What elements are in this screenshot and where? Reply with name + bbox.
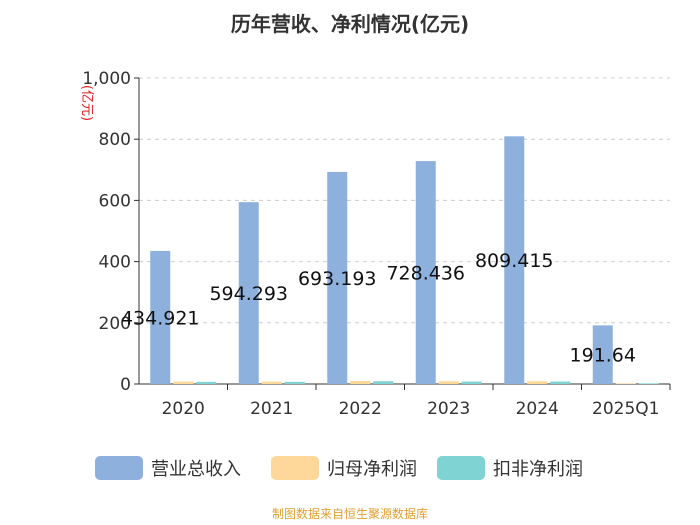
bar-2020-0 bbox=[150, 250, 171, 384]
data-label: 693.193 bbox=[298, 268, 377, 290]
bar-2020-2 bbox=[196, 381, 217, 384]
x-tick-label: 2022 bbox=[339, 399, 382, 419]
bar-2022-0 bbox=[327, 171, 348, 384]
y-tick-label: 0 bbox=[120, 375, 131, 395]
x-tick-label: 2021 bbox=[250, 399, 293, 419]
bar-2021-0 bbox=[238, 202, 259, 384]
y-tick-label: 600 bbox=[99, 191, 131, 211]
x-tick-label: 2025Q1 bbox=[592, 399, 659, 419]
legend-label: 扣非净利润 bbox=[493, 459, 583, 480]
y-tick-label: 400 bbox=[99, 253, 131, 273]
bars bbox=[150, 136, 659, 384]
bar-2024-1 bbox=[527, 381, 548, 384]
x-tick-label: 2020 bbox=[162, 399, 205, 419]
source-note: 制图数据来自恒生聚源数据库 bbox=[271, 507, 428, 521]
y-axis-label: (亿元) bbox=[79, 85, 94, 121]
chart-title: 历年营收、净利情况(亿元) bbox=[230, 12, 470, 36]
data-label: 809.415 bbox=[475, 250, 554, 272]
bar-2024-2 bbox=[550, 381, 571, 384]
x-tick-label: 2023 bbox=[427, 399, 470, 419]
bar-2022-2 bbox=[373, 381, 394, 384]
bar-2025Q1-1 bbox=[615, 383, 636, 384]
data-label: 728.436 bbox=[386, 263, 465, 285]
legend-swatch bbox=[271, 456, 319, 480]
grid-lines bbox=[139, 77, 670, 324]
bar-2021-2 bbox=[284, 381, 305, 384]
data-label: 434.921 bbox=[121, 307, 200, 329]
x-tick-label: 2024 bbox=[516, 399, 559, 419]
y-tick-label: 1,000 bbox=[82, 69, 131, 89]
y-tick-label: 800 bbox=[99, 130, 131, 150]
legend-swatch bbox=[437, 456, 485, 480]
legend-label: 归母净利润 bbox=[327, 459, 417, 480]
bar-2021-1 bbox=[261, 381, 282, 384]
bar-2023-1 bbox=[438, 381, 459, 384]
bar-2023-2 bbox=[461, 381, 482, 384]
legend: 营业总收入 归母净利润 扣非净利润 bbox=[95, 456, 583, 480]
axes: 0 200 400 600 800 1,000(亿元) 2020 2021 2022 2023 20… bbox=[79, 69, 671, 419]
bar-2024-0 bbox=[504, 136, 525, 384]
bar-2022-1 bbox=[350, 380, 371, 384]
data-labels: 434.921 594.293 693.193 728.436 809.415 191.6… bbox=[121, 250, 636, 367]
bar-2025Q1-0 bbox=[592, 325, 613, 384]
data-label: 191.64 bbox=[570, 345, 636, 367]
data-label: 594.293 bbox=[209, 283, 288, 305]
bar-2023-0 bbox=[415, 161, 436, 384]
y-tick-label: 200 bbox=[99, 314, 131, 334]
bar-2020-1 bbox=[173, 381, 194, 384]
legend-swatch bbox=[95, 456, 143, 480]
bar-2025Q1-2 bbox=[638, 383, 659, 384]
legend-label: 营业总收入 bbox=[151, 459, 241, 480]
